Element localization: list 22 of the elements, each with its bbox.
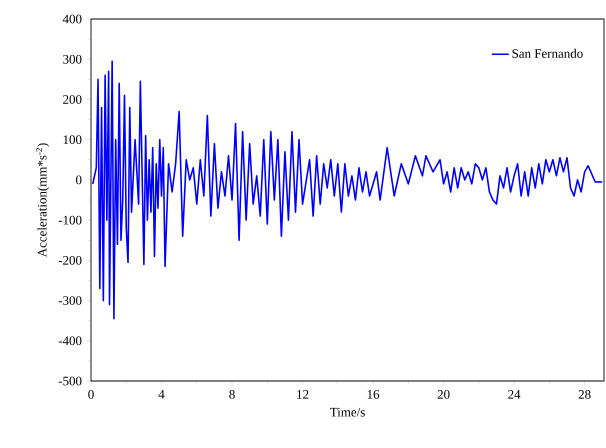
y-tick-label: 0 [76, 176, 82, 184]
y-tick-label: -300 [58, 296, 82, 305]
legend-label: San Fernando [512, 48, 583, 58]
x-tick-label: 28 [578, 390, 591, 399]
x-tick-label: 8 [229, 390, 235, 399]
y-tick-label: 400 [62, 14, 82, 24]
line-series [92, 60, 604, 320]
y-tick-label: 300 [63, 54, 82, 64]
x-tick-label: 20 [438, 390, 450, 399]
y-tick-label: -200 [58, 256, 82, 265]
y-tick-label: -400 [58, 336, 82, 346]
y-axis-title: Acceleration(mm*s$^{-2}$) [36, 143, 50, 258]
y-tick-label: 100 [64, 135, 82, 144]
x-tick-label: 4 [158, 390, 165, 399]
x-tick-label: 16 [368, 390, 380, 399]
y-tick-label: 200 [63, 95, 82, 104]
y-tick-label: -500 [58, 376, 82, 386]
y-tick-label: -100 [58, 216, 82, 224]
x-tick-label: 0 [88, 390, 94, 399]
x-tick-label: 12 [297, 390, 308, 399]
x-tick-label: 24 [508, 390, 520, 399]
x-axis-title: Time/s [330, 408, 365, 417]
